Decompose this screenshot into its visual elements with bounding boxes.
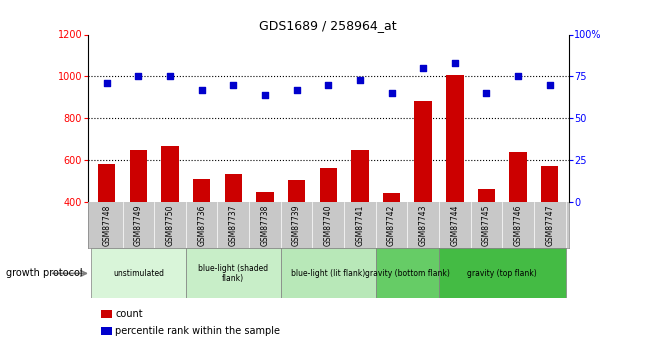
Point: [260, 92, 270, 98]
Bar: [478, 189, 495, 202]
Text: GSM87741: GSM87741: [356, 205, 365, 246]
Point: [291, 87, 302, 92]
Bar: [288, 180, 305, 202]
Text: GSM87737: GSM87737: [229, 204, 238, 246]
Bar: [193, 179, 211, 202]
Bar: [415, 101, 432, 202]
Text: GSM87748: GSM87748: [102, 205, 111, 246]
Text: GSM87738: GSM87738: [261, 205, 270, 246]
Text: gravity (top flank): gravity (top flank): [467, 269, 537, 278]
Point: [513, 73, 523, 79]
Text: GSM87745: GSM87745: [482, 204, 491, 246]
Point: [196, 87, 207, 92]
Point: [481, 90, 491, 96]
Point: [165, 73, 176, 79]
Bar: [98, 164, 116, 202]
Text: GSM87746: GSM87746: [514, 204, 523, 246]
Text: count: count: [115, 309, 143, 319]
Text: GSM87739: GSM87739: [292, 204, 301, 246]
Title: GDS1689 / 258964_at: GDS1689 / 258964_at: [259, 19, 397, 32]
Text: percentile rank within the sample: percentile rank within the sample: [115, 326, 280, 336]
Bar: [130, 149, 147, 202]
Text: growth protocol: growth protocol: [6, 268, 83, 278]
Text: GSM87742: GSM87742: [387, 205, 396, 246]
Bar: [320, 168, 337, 202]
Bar: [91, 248, 186, 298]
Point: [355, 77, 365, 82]
Text: GSM87736: GSM87736: [197, 204, 206, 246]
Point: [228, 82, 239, 87]
Point: [545, 82, 555, 87]
Point: [323, 82, 333, 87]
Bar: [186, 248, 281, 298]
Bar: [256, 192, 274, 202]
Text: blue-light (lit flank): blue-light (lit flank): [291, 269, 365, 278]
Bar: [439, 248, 566, 298]
Text: unstimulated: unstimulated: [113, 269, 164, 278]
Point: [450, 60, 460, 66]
Bar: [541, 166, 558, 202]
Bar: [510, 152, 526, 202]
Point: [386, 90, 396, 96]
Point: [133, 73, 144, 79]
Point: [101, 80, 112, 86]
Text: blue-light (shaded
flank): blue-light (shaded flank): [198, 264, 268, 283]
Text: GSM87743: GSM87743: [419, 204, 428, 246]
Text: GSM87747: GSM87747: [545, 204, 554, 246]
Bar: [351, 149, 369, 202]
Text: GSM87744: GSM87744: [450, 204, 460, 246]
Bar: [161, 146, 179, 202]
Bar: [376, 248, 439, 298]
Bar: [225, 174, 242, 202]
Bar: [446, 75, 463, 202]
Point: [418, 65, 428, 71]
Bar: [383, 193, 400, 202]
Text: gravity (bottom flank): gravity (bottom flank): [365, 269, 450, 278]
Text: GSM87740: GSM87740: [324, 204, 333, 246]
Bar: [281, 248, 376, 298]
Text: GSM87749: GSM87749: [134, 204, 143, 246]
Text: GSM87750: GSM87750: [166, 204, 175, 246]
